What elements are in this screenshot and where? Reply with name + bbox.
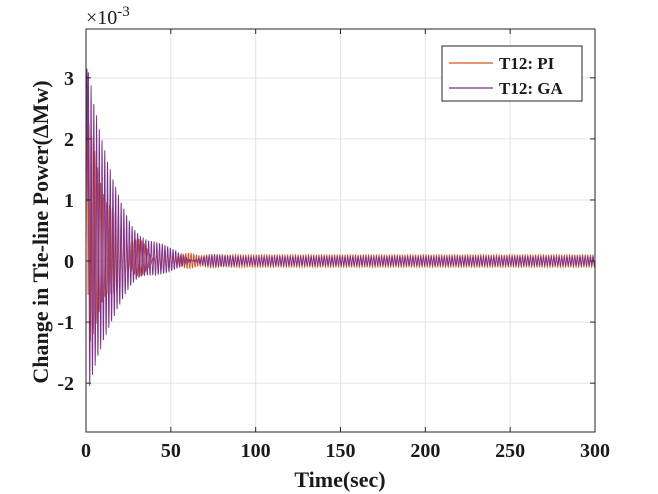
ticks [85, 29, 596, 432]
x-tick-label: 300 [580, 440, 610, 462]
y-tick-label: 2 [64, 129, 74, 151]
series-layer [85, 68, 596, 386]
y-exponent-base: ×10 [86, 7, 117, 29]
y-tick-label: 1 [64, 190, 74, 212]
y-tick-label: -1 [57, 312, 74, 334]
y-exponent-power: -3 [117, 4, 130, 20]
legend-label-ga: T12: GA [499, 79, 563, 98]
legend: T12: PI T12: GA [441, 45, 583, 102]
x-tick-label: 250 [495, 440, 525, 462]
legend-box [441, 45, 583, 102]
x-axis-label: Time(sec) [294, 467, 385, 492]
x-tick-labels: 0 50 100 150 200 250 300 [81, 440, 610, 462]
y-tick-label: 0 [64, 251, 74, 273]
y-tick-label: 3 [64, 68, 74, 90]
y-tick-labels: -2 -1 0 1 2 3 [57, 68, 74, 395]
y-tick-label: -2 [57, 373, 74, 395]
x-tick-label: 100 [241, 440, 271, 462]
x-tick-label: 50 [161, 440, 181, 462]
y-exponent-label: ×10-3 [86, 4, 130, 29]
x-tick-label: 150 [326, 440, 356, 462]
legend-label-pi: T12: PI [499, 54, 555, 73]
y-axis-label: Change in Tie-line Power(ΔMw) [28, 80, 53, 383]
series-line-ga [85, 68, 596, 386]
x-tick-label: 200 [410, 440, 440, 462]
x-tick-label: 0 [81, 440, 91, 462]
